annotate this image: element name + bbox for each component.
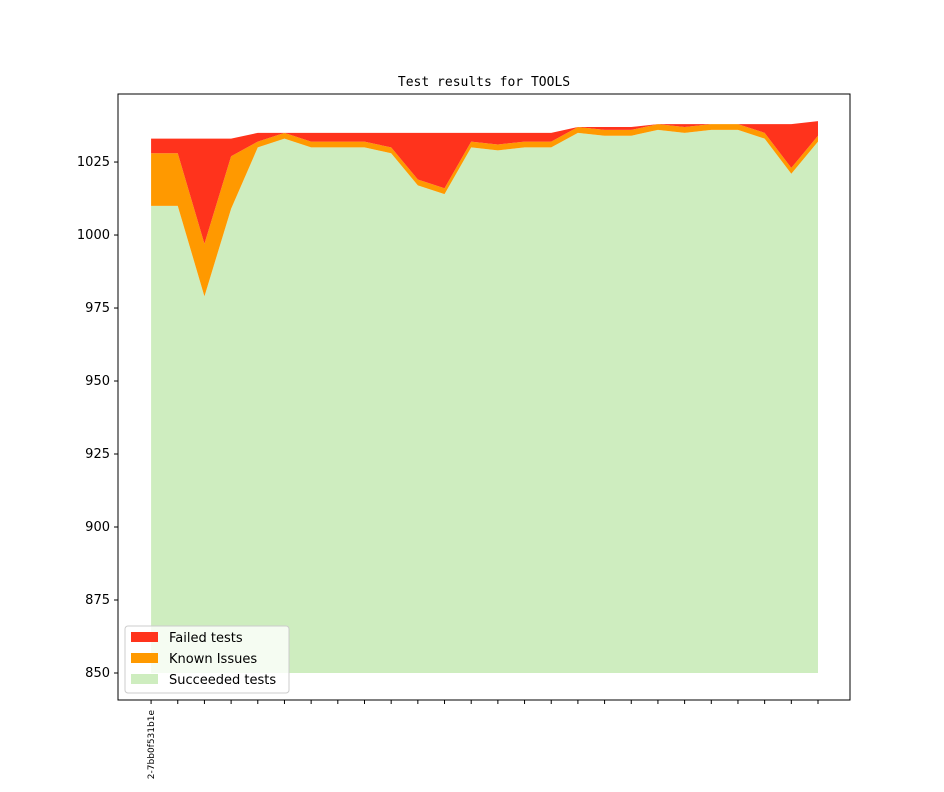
y-tick-label: 925 [85,447,110,462]
y-tick-label: 1025 [77,155,110,170]
legend-label: Known Issues [169,652,257,667]
legend-label: Failed tests [169,631,243,646]
y-tick-label: 875 [85,593,110,608]
legend-label: Succeeded tests [169,673,276,688]
legend-swatch [131,653,158,663]
y-tick-label: 900 [85,520,110,535]
legend-swatch [131,674,158,684]
y-tick-label: 950 [85,374,110,389]
legend: Failed tests Known Issues Succeeded tests [124,625,290,694]
legend-box [124,625,290,694]
chart-title: Test results for TOOLS [398,75,570,90]
area-succeeded-tests [151,129,818,673]
y-tick-label: 1000 [77,228,110,243]
y-tick-label: 975 [85,301,110,316]
plot-frame [117,93,851,701]
x-tick-label: 2-7bb0f531b1e [147,710,157,780]
legend-swatch [131,632,158,642]
y-tick-label: 850 [85,666,110,681]
